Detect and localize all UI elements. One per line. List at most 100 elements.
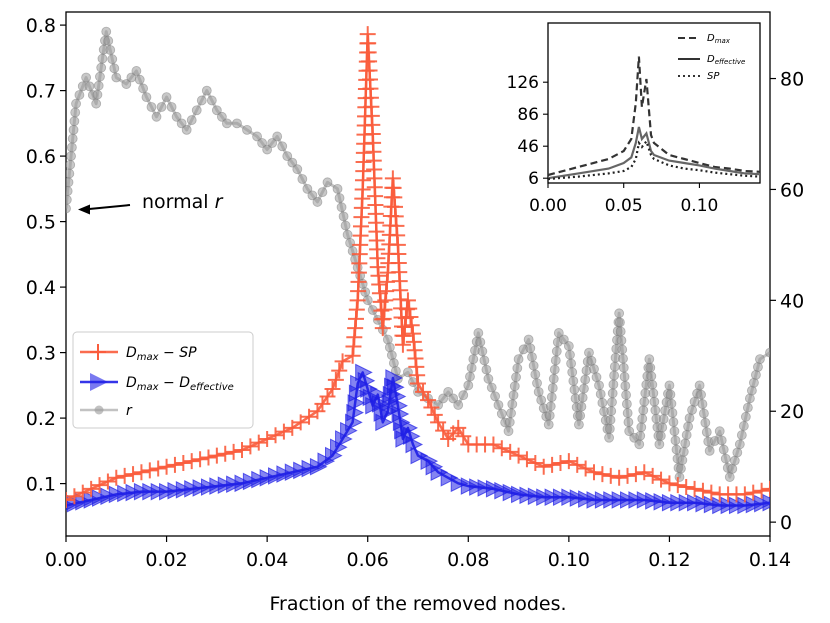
inset-legend-label: Dmax [707,33,731,45]
plus-marker [619,467,636,484]
plus-marker [611,469,628,486]
legend-marker [94,405,104,415]
circle-marker [591,372,602,383]
left-y-tick-label: 0.6 [26,146,56,168]
plus-marker [324,381,341,398]
circle-marker [466,362,477,373]
plus-marker [234,442,250,459]
circle-marker [729,455,740,466]
circle-marker [699,408,709,419]
circle-marker [548,373,559,384]
plus-marker [116,467,133,484]
circle-marker [191,105,202,116]
left-y-tick-label: 0.7 [26,81,56,103]
circle-marker [704,445,715,456]
triangle-marker [450,474,469,493]
right-y-tick-label: 60 [780,179,804,201]
plus-marker [450,419,467,436]
normal-r-annotation: normal r [78,191,224,215]
circle-marker [533,386,544,397]
left-y-tick-label: 0.2 [26,408,56,430]
circle-marker [222,118,232,129]
circle-marker [617,344,628,355]
legend-marker [90,344,106,360]
circle-marker [312,197,323,207]
plus-marker [250,434,267,451]
circle-marker [473,328,484,338]
circle-marker [607,388,618,399]
circle-marker [595,389,606,399]
circle-marker [528,360,539,371]
circle-marker [674,472,685,482]
circle-marker [649,396,660,407]
plus-marker [415,383,432,400]
plot-frame [65,11,771,537]
circle-marker [486,382,497,393]
circle-marker [71,98,81,109]
circle-marker [277,141,288,152]
plus-marker [141,462,158,479]
circle-marker [609,370,620,381]
circle-marker [131,66,142,76]
circle-marker [577,392,588,403]
legend-entry-2: r [80,403,133,419]
plus-marker [426,406,443,423]
circle-marker [718,444,729,455]
circle-marker [644,354,655,365]
circle-marker [618,362,629,373]
circle-marker [156,102,167,112]
triangle-marker [410,446,429,465]
circle-marker [468,354,479,365]
circle-marker [648,388,659,399]
plus-marker [166,456,183,473]
circle-marker [594,380,604,391]
plus-marker [99,473,116,490]
circle-marker [580,374,591,385]
circle-marker [66,151,76,162]
legend-marker [90,373,108,391]
circle-marker [479,355,490,366]
triangle-marker [440,468,459,487]
circle-marker [532,378,542,389]
circle-marker [647,379,658,390]
plot-area [66,26,770,515]
circle-marker [727,463,738,474]
circle-marker [232,118,242,129]
inset-y-tick-label: 126 [507,73,539,93]
circle-marker [151,111,162,122]
circle-marker [166,102,177,112]
circle-marker [93,80,104,91]
plus-marker [527,454,544,471]
circle-marker [66,203,71,214]
plus-marker [395,327,412,344]
plus-marker [410,375,426,392]
main-plot: 0.00 0.02 0.04 0.06 0.08 0.10 0.12 0.14 0.1 0.2 0.… [26,11,804,615]
circle-marker [687,405,697,415]
circle-marker [111,72,122,83]
plus-marker [560,453,577,470]
circle-marker [678,446,689,457]
plus-marker [108,469,125,486]
plus-marker [586,464,602,481]
circle-marker [553,328,564,338]
plus-marker [225,443,242,460]
circle-marker [714,426,725,437]
plus-marker [133,464,150,481]
inset-x-tick-label: 0.10 [680,196,718,216]
circle-marker [740,411,751,422]
circle-marker [146,102,157,112]
circle-marker [650,405,661,416]
circle-marker [453,400,464,410]
legend-entry-0: Dmax − SP [80,344,197,363]
circle-marker [639,396,650,407]
circle-marker [95,71,105,82]
circle-marker [606,406,617,416]
circle-marker [616,335,627,346]
plus-marker [259,430,276,447]
circle-marker [545,401,556,412]
plus-marker [91,477,108,494]
circle-marker [589,364,599,374]
circle-marker [563,341,574,351]
inset-y-tick-label: 6 [528,169,539,189]
circle-marker [586,355,597,366]
